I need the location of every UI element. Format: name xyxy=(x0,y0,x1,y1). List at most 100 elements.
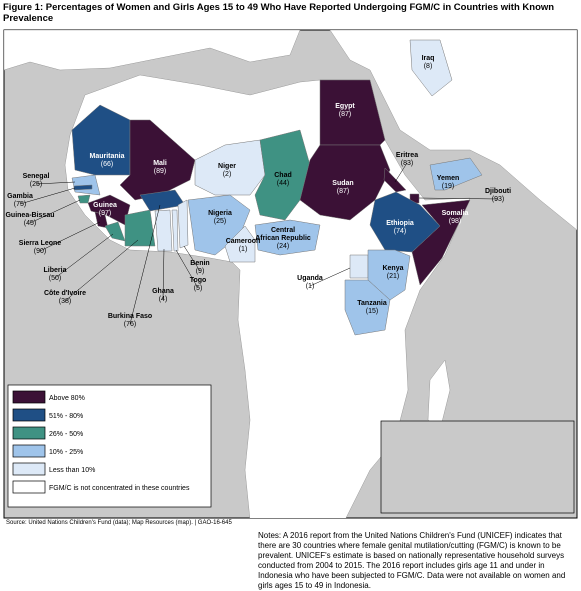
country-value: (5) xyxy=(194,285,203,292)
country-name: Central xyxy=(271,227,295,234)
country-value: (1) xyxy=(239,246,248,253)
country-value: (15) xyxy=(366,308,378,315)
country-name: Djibouti xyxy=(485,188,511,195)
country-shape xyxy=(369,191,441,253)
country-value: (24) xyxy=(277,243,289,250)
country-name: Uganda xyxy=(297,275,323,282)
legend-label: FGM/C is not concentrated in these count… xyxy=(49,485,190,492)
country-value: (90) xyxy=(34,248,46,255)
country-value: (93) xyxy=(492,196,504,203)
country-name: Benin xyxy=(190,260,209,267)
leader-line xyxy=(129,204,161,325)
country-value: (8) xyxy=(424,63,433,70)
leader-line xyxy=(175,249,199,289)
country-name: Tanzania xyxy=(357,300,387,307)
legend-label: 26% - 50% xyxy=(49,431,83,438)
legend-swatch xyxy=(12,444,46,458)
country-name: Guinea-Bissau xyxy=(5,212,54,219)
country-value: (1) xyxy=(306,283,315,290)
country-name: Cameroon xyxy=(226,238,261,245)
country-shape xyxy=(124,209,156,247)
leader-line xyxy=(162,248,165,300)
country-name: African Republic xyxy=(255,235,311,242)
legend-label: 10% - 25% xyxy=(49,449,83,456)
country-value: (74) xyxy=(394,228,406,235)
notes: Notes: A 2016 report from the United Nat… xyxy=(258,531,566,590)
country-value: (9) xyxy=(196,268,205,275)
country-shape xyxy=(194,139,266,196)
country-value: (66) xyxy=(101,161,113,168)
country-value: (89) xyxy=(154,168,166,175)
country-shape xyxy=(254,219,321,256)
country-shape xyxy=(177,199,189,249)
legend-label: Above 80% xyxy=(49,395,85,402)
country-shape xyxy=(71,174,101,196)
leader-line xyxy=(183,245,201,272)
country-shape xyxy=(319,79,386,146)
country-value: (4) xyxy=(159,296,168,303)
country-shape xyxy=(409,39,453,97)
country-name: Mauritania xyxy=(89,153,124,160)
legend-swatch xyxy=(12,480,46,494)
country-value: (97) xyxy=(99,210,111,217)
legend-swatch xyxy=(12,408,46,422)
country-name: Niger xyxy=(218,163,236,170)
legend-swatch xyxy=(12,390,46,404)
country-shape xyxy=(254,129,311,221)
leader-line xyxy=(64,239,139,302)
country-value: (25) xyxy=(30,181,42,188)
leader-line xyxy=(39,221,101,252)
country-value: (44) xyxy=(277,180,289,187)
leader-line xyxy=(394,162,408,183)
country-name: Iraq xyxy=(422,55,435,62)
country-value: (76) xyxy=(124,321,136,328)
country-shape xyxy=(77,194,91,204)
country-name: Senegal xyxy=(23,173,50,180)
country-name: Burkina Faso xyxy=(108,313,152,320)
country-name: Ethiopia xyxy=(386,220,414,227)
country-name: Sierra Leone xyxy=(19,240,62,247)
leader-line xyxy=(418,197,499,200)
country-name: Côte d'Ivoire xyxy=(44,290,86,297)
country-name: Liberia xyxy=(44,267,67,274)
country-shape xyxy=(73,184,93,191)
country-value: (45) xyxy=(24,220,36,227)
country-name: Somalia xyxy=(442,210,469,217)
country-shape xyxy=(171,209,179,252)
country-name: Chad xyxy=(274,172,292,179)
country-name: Eritrea xyxy=(396,152,418,159)
country-name: Gambia xyxy=(7,193,33,200)
country-value: (38) xyxy=(59,298,71,305)
country-shape xyxy=(429,157,483,191)
country-shape xyxy=(154,209,173,252)
country-name: Togo xyxy=(190,277,207,284)
country-value: (83) xyxy=(401,160,413,167)
country-shape xyxy=(349,254,369,279)
country-value: (87) xyxy=(339,111,351,118)
country-name: Yemen xyxy=(437,175,460,182)
legend-swatch xyxy=(12,426,46,440)
country-shape xyxy=(344,279,391,336)
leader-line xyxy=(29,199,81,224)
country-name: Ghana xyxy=(152,288,174,295)
country-value: (87) xyxy=(337,188,349,195)
country-name: Mali xyxy=(153,160,167,167)
country-name: Kenya xyxy=(382,265,403,272)
country-value: (50) xyxy=(49,275,61,282)
country-value: (19) xyxy=(442,183,454,190)
country-name: Sudan xyxy=(332,180,353,187)
country-name: Nigeria xyxy=(208,210,232,217)
country-value: (98) xyxy=(449,218,461,225)
madagascar-land xyxy=(427,359,451,431)
inset-frame xyxy=(380,420,575,514)
leader-line xyxy=(309,267,351,287)
leader-line xyxy=(54,233,114,279)
country-value: (2) xyxy=(223,171,232,178)
country-shape xyxy=(224,225,256,263)
source-note: Source: United Nations Children's Fund (… xyxy=(6,520,232,526)
leader-line xyxy=(35,181,76,185)
middle-east-land xyxy=(329,30,577,231)
country-value: (25) xyxy=(214,218,226,225)
